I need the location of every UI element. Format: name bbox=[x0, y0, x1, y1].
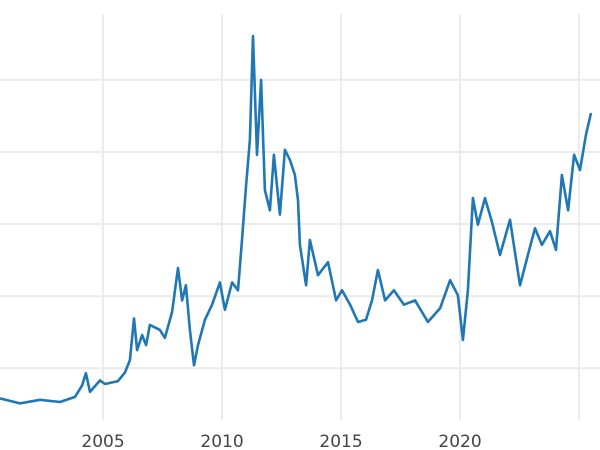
x-axis-tick-labels: 2005 2010 2015 2020 bbox=[81, 432, 481, 450]
x-tick-label: 2015 bbox=[319, 432, 362, 450]
x-tick-label: 2010 bbox=[200, 432, 243, 450]
price-line bbox=[0, 34, 593, 405]
x-gridlines bbox=[102, 14, 581, 420]
x-tick-label: 2005 bbox=[81, 432, 124, 450]
x-tick-label: 2020 bbox=[438, 432, 481, 450]
